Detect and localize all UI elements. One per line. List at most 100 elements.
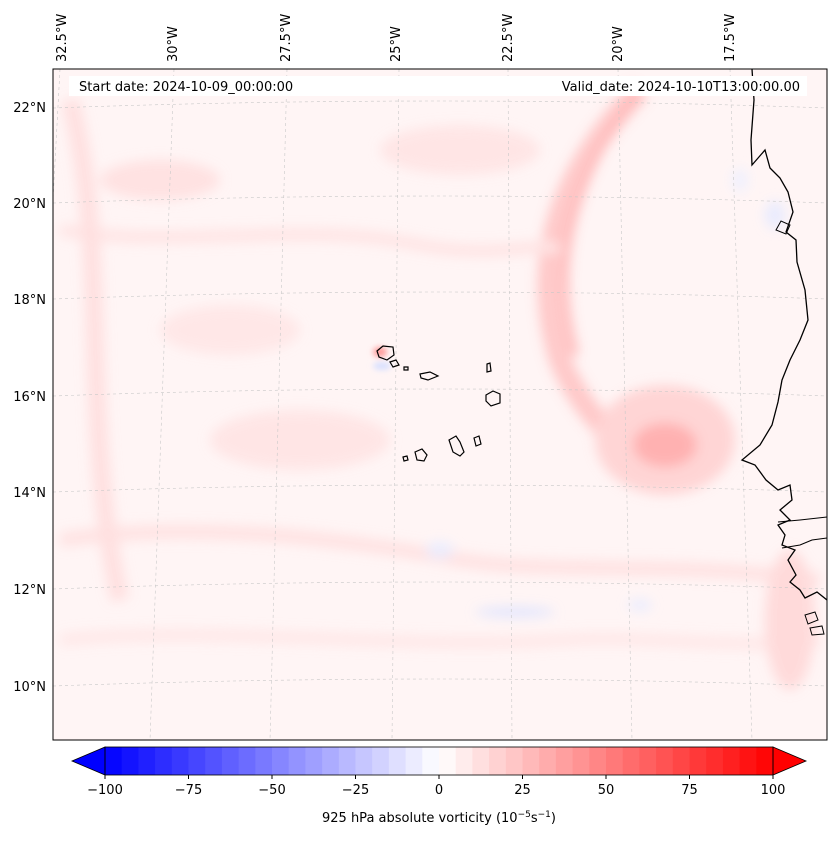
vorticity-field bbox=[59, 82, 821, 690]
colorbar-segment bbox=[205, 747, 223, 775]
colorbar-segment bbox=[539, 747, 557, 775]
island-sao-nicolau bbox=[419, 371, 440, 381]
gridlines bbox=[53, 69, 827, 740]
colorbar-tick-label: 0 bbox=[435, 783, 443, 798]
colorbar-tick-label: −75 bbox=[175, 783, 202, 798]
gridline-lon-30 bbox=[149, 69, 175, 740]
colorbar-segment bbox=[322, 747, 340, 775]
colorbar-segment bbox=[522, 747, 540, 775]
lon-label-22-5: 22.5°W bbox=[501, 14, 516, 62]
colorbar-segment bbox=[238, 747, 256, 775]
vorticity-blob-2 bbox=[160, 305, 300, 355]
colorbar-segment bbox=[472, 747, 490, 775]
gridline-lon-17-5 bbox=[729, 69, 753, 740]
colorbar-extend-max bbox=[772, 746, 808, 776]
gridline-lat-10 bbox=[53, 678, 827, 687]
negative-spot-4 bbox=[732, 168, 748, 192]
lat-label-18: 18°N bbox=[13, 293, 46, 308]
colorbar-segment bbox=[171, 747, 190, 775]
latitude-labels: 22°N 20°N 18°N 16°N 14°N 12°N 10°N bbox=[13, 101, 46, 695]
vorticity-band-lower bbox=[59, 629, 821, 650]
colorbar-tick-label: 100 bbox=[761, 783, 786, 798]
vorticity-blob-3 bbox=[380, 125, 540, 175]
coastline-inlet bbox=[777, 516, 827, 523]
colorbar-label-text: 925 hPa absolute vorticity (10 bbox=[322, 811, 518, 826]
colorbar-segment bbox=[622, 747, 640, 775]
island-santiago bbox=[448, 435, 465, 457]
lat-label-20: 20°N bbox=[13, 197, 46, 212]
colorbar-segment bbox=[439, 747, 457, 775]
negative-spot-3 bbox=[765, 201, 785, 229]
colorbar-tick-label: −25 bbox=[342, 783, 369, 798]
longitude-labels: 32.5°W 30°W 27.5°W 25°W 22.5°W 20°W 17.5… bbox=[55, 14, 738, 62]
island-sao-vicente bbox=[389, 359, 400, 368]
colorbar-segment bbox=[372, 747, 390, 775]
colorbar-segment bbox=[338, 747, 357, 775]
vortex-core bbox=[633, 423, 697, 467]
cape-verde-islands bbox=[376, 345, 501, 462]
island-santo-antao bbox=[376, 345, 395, 361]
colorbar-segment bbox=[756, 747, 774, 775]
lat-label-16: 16°N bbox=[13, 390, 46, 405]
gridline-lon-20 bbox=[617, 69, 633, 740]
colorbar-extend-min bbox=[70, 746, 106, 776]
colorbar-tick-label: 75 bbox=[681, 783, 698, 798]
island-negative-spot bbox=[373, 362, 391, 370]
colorbar-segment bbox=[105, 747, 123, 775]
colorbar-segment bbox=[706, 747, 724, 775]
colorbar-tick-label: 25 bbox=[514, 783, 531, 798]
island-boa-vista bbox=[485, 390, 501, 407]
colorbar-segment bbox=[305, 747, 323, 775]
gridline-lon-27-5 bbox=[269, 69, 288, 740]
colorbar-segment bbox=[138, 747, 156, 775]
coastline-cape-verde-peninsula bbox=[775, 220, 791, 235]
colorbar-segment bbox=[405, 747, 423, 775]
lat-label-10: 10°N bbox=[13, 680, 46, 695]
colorbar-tick-label: −100 bbox=[87, 783, 123, 798]
colorbar-segment bbox=[589, 747, 607, 775]
vorticity-blob-1 bbox=[210, 410, 390, 470]
colorbar-segment bbox=[455, 747, 473, 775]
colorbar-label: 925 hPa absolute vorticity (10−5s−1) bbox=[322, 810, 556, 826]
valid-date-label: Valid_date: 2024-10-10T13:00:00.00 bbox=[562, 80, 800, 95]
colorbar-segment bbox=[188, 747, 206, 775]
gridline-lon-25 bbox=[391, 69, 400, 740]
coastline-gambia bbox=[781, 537, 827, 549]
colorbar-ticks: −100 −75 −50 −25 0 25 50 75 100 bbox=[87, 775, 785, 798]
colorbar-segment bbox=[121, 747, 139, 775]
colorbar-segment bbox=[272, 747, 290, 775]
map-frame bbox=[52, 68, 828, 741]
colorbar-segment bbox=[672, 747, 691, 775]
lon-label-25: 25°W bbox=[389, 26, 404, 62]
coastline-africa bbox=[740, 69, 827, 601]
colorbar-segment bbox=[288, 747, 306, 775]
colorbar-label-exp2: −1 bbox=[538, 810, 551, 820]
gridline-lat-18 bbox=[53, 291, 827, 300]
vorticity-band-west bbox=[61, 97, 129, 602]
colorbar-segment bbox=[572, 747, 590, 775]
lat-label-12: 12°N bbox=[13, 583, 46, 598]
colorbar-tick-label: −50 bbox=[258, 783, 285, 798]
lat-label-14: 14°N bbox=[13, 486, 46, 501]
colorbar: −100 −75 −50 −25 0 25 50 75 100 925 hPa … bbox=[70, 746, 808, 826]
colorbar-segment bbox=[255, 747, 273, 775]
gridline-lat-22 bbox=[53, 100, 827, 109]
colorbar-segment bbox=[422, 747, 440, 775]
vorticity-band-south bbox=[59, 524, 821, 587]
vorticity-band-arc-inner bbox=[560, 87, 644, 357]
gridline-lat-16 bbox=[53, 388, 827, 397]
vorticity-blob-4 bbox=[100, 160, 220, 200]
coastline-bissagos bbox=[804, 611, 825, 636]
lon-label-30: 30°W bbox=[166, 26, 181, 62]
lon-label-32-5: 32.5°W bbox=[55, 14, 70, 62]
island-sal bbox=[486, 362, 492, 373]
island-maio bbox=[473, 435, 482, 447]
gridline-lon-22-5 bbox=[507, 69, 513, 740]
start-date-label: Start date: 2024-10-09_00:00:00 bbox=[79, 80, 293, 95]
colorbar-tick-label: 50 bbox=[598, 783, 615, 798]
colorbar-segment bbox=[355, 747, 373, 775]
lat-label-22: 22°N bbox=[13, 101, 46, 116]
island-positive-spot bbox=[373, 347, 387, 357]
colorbar-segment bbox=[722, 747, 741, 775]
